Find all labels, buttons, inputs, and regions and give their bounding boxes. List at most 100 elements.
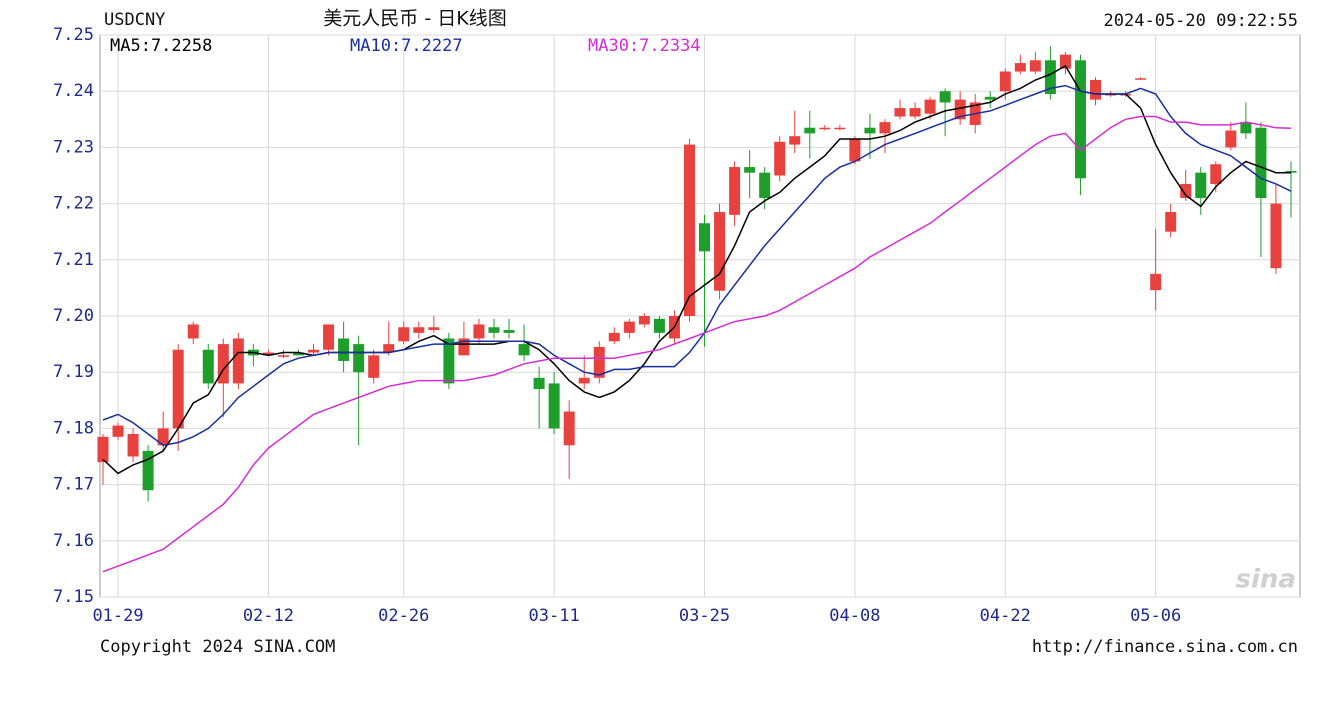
candle-body xyxy=(1090,79,1102,100)
y-tick-label: 7.22 xyxy=(53,194,94,214)
candle-body xyxy=(1270,203,1282,269)
candle-body xyxy=(909,108,921,117)
ma-line xyxy=(102,115,1292,573)
y-tick-label: 7.25 xyxy=(53,25,94,45)
candle-body xyxy=(503,330,515,333)
candle-body xyxy=(202,349,214,384)
candle-body xyxy=(368,355,380,378)
x-tick-label: 05-06 xyxy=(1130,606,1181,626)
x-tick-label: 04-08 xyxy=(829,606,880,626)
candle-body xyxy=(142,450,154,491)
candle-body xyxy=(954,99,966,120)
candle-body xyxy=(112,425,124,437)
x-tick-label: 02-26 xyxy=(378,606,429,626)
candle-body xyxy=(473,324,485,339)
candle-body xyxy=(683,144,695,316)
source: http://finance.sina.com.cn xyxy=(1032,637,1298,657)
legend-entry: MA10:7.2227 xyxy=(350,36,463,56)
candle-body xyxy=(879,122,891,134)
y-tick-label: 7.24 xyxy=(53,81,94,101)
candle-body xyxy=(1135,78,1147,80)
candle-body xyxy=(774,141,786,176)
candle-body xyxy=(1225,130,1237,148)
candle-body xyxy=(97,436,109,463)
candle-body xyxy=(1029,60,1041,72)
candle-body xyxy=(127,434,139,457)
candle-body xyxy=(383,344,395,353)
candle-body xyxy=(864,127,876,134)
x-tick-label: 03-11 xyxy=(529,606,580,626)
symbol: USDCNY xyxy=(104,10,165,30)
candle-body xyxy=(744,167,756,173)
y-tick-label: 7.20 xyxy=(53,306,94,326)
candle-body xyxy=(323,324,335,350)
candle-body xyxy=(608,332,620,342)
candle-body xyxy=(729,167,741,215)
candle-body xyxy=(338,338,350,361)
candle-body xyxy=(353,344,365,373)
x-tick-label: 02-12 xyxy=(243,606,294,626)
candle-body xyxy=(699,223,711,252)
candle-body xyxy=(1165,212,1177,232)
x-tick-label: 04-22 xyxy=(980,606,1031,626)
candle-body xyxy=(563,411,575,446)
candle-body xyxy=(653,318,665,333)
candle-body xyxy=(894,108,906,117)
candle-body xyxy=(1105,94,1117,96)
candle-body xyxy=(1180,183,1192,198)
legend-entry: MA5:7.2258 xyxy=(110,36,212,56)
candle-body xyxy=(924,99,936,114)
candle-body xyxy=(262,352,274,356)
candle-body xyxy=(458,338,470,356)
candle-body xyxy=(217,344,229,384)
candle-body xyxy=(759,172,771,198)
candle-body xyxy=(1150,273,1162,291)
candle-body xyxy=(714,212,726,291)
legend-entry: MA30:7.2334 xyxy=(588,36,701,56)
candle-body xyxy=(518,344,530,356)
candle-body xyxy=(623,321,635,333)
copyright: Copyright 2024 SINA.COM xyxy=(100,637,335,657)
candle-body xyxy=(1074,60,1086,179)
candle-body xyxy=(398,327,410,342)
candle-body xyxy=(488,327,500,333)
candle-body xyxy=(533,377,545,390)
ma-line xyxy=(102,84,1292,447)
candle-body xyxy=(1044,60,1056,95)
candle-body xyxy=(999,71,1011,92)
candle-body xyxy=(984,96,996,100)
candle-body xyxy=(308,349,320,353)
watermark: sina xyxy=(1236,565,1296,595)
candle-body xyxy=(413,327,425,333)
y-tick-label: 7.18 xyxy=(53,418,94,438)
candle-body xyxy=(428,327,440,331)
candle-body xyxy=(1255,127,1267,198)
candle-body xyxy=(1240,122,1252,134)
y-tick-label: 7.21 xyxy=(53,250,94,270)
candle-body xyxy=(849,138,861,162)
candle-body xyxy=(1285,171,1297,173)
candle-body xyxy=(1195,172,1207,198)
candle-body xyxy=(157,428,169,446)
candle-body xyxy=(834,127,846,130)
candle-body xyxy=(172,349,184,429)
timestamp: 2024-05-20 09:22:55 xyxy=(1104,11,1298,31)
y-tick-label: 7.17 xyxy=(53,475,94,495)
y-tick-label: 7.19 xyxy=(53,362,94,382)
candle-body xyxy=(789,136,801,145)
candle-body xyxy=(187,324,199,339)
candle-body xyxy=(638,316,650,325)
chart-title: 美元人民币 - 日K线图 xyxy=(323,8,506,30)
y-tick-label: 7.15 xyxy=(53,587,94,607)
candle-body xyxy=(578,377,590,384)
candle-body xyxy=(819,127,831,130)
y-tick-label: 7.16 xyxy=(53,531,94,551)
candle-body xyxy=(292,352,304,356)
candle-body xyxy=(1210,164,1222,184)
y-tick-label: 7.23 xyxy=(53,137,94,157)
candle-body xyxy=(443,338,455,384)
candle-body xyxy=(232,338,244,384)
candle-body xyxy=(1059,54,1071,69)
candle-body xyxy=(277,355,289,357)
